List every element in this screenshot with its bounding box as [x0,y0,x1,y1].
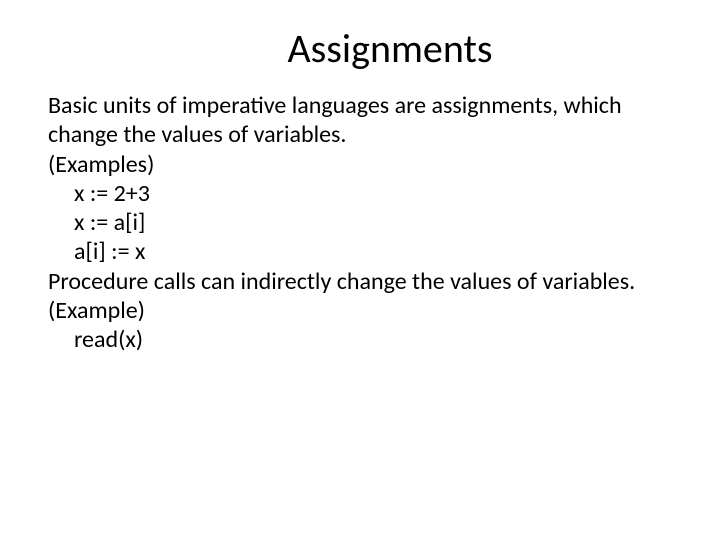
body-line: (Examples) [48,150,672,179]
body-line: Procedure calls can indirectly change th… [48,267,672,296]
body-line-indent: a[i] := x [48,237,672,266]
body-line-indent: read(x) [48,325,672,354]
body-line: (Example) [48,296,672,325]
slide-body: Basic units of imperative languages are … [48,91,672,354]
body-line-indent: x := 2+3 [48,179,672,208]
slide: Assignments Basic units of imperative la… [0,0,720,540]
slide-title: Assignments [48,24,672,73]
body-line: Basic units of imperative languages are … [48,91,672,150]
body-line-indent: x := a[i] [48,208,672,237]
